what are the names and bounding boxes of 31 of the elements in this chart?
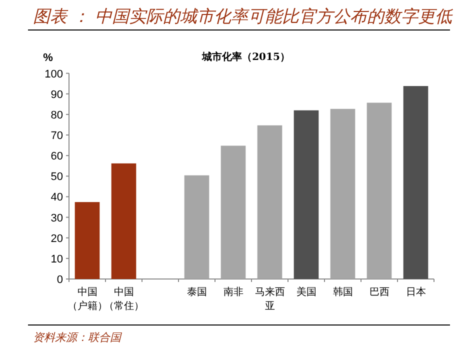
- x-tick-label: 韩国: [332, 286, 353, 298]
- bar: [257, 125, 282, 279]
- y-tick-label: 40: [50, 192, 63, 204]
- y-axis-title: %: [43, 52, 54, 64]
- y-tick-label: 100: [44, 68, 63, 80]
- x-tick-label: 巴西: [369, 287, 390, 298]
- x-tick-label: 马来西亚: [254, 286, 285, 312]
- x-tick-label: 泰国: [186, 287, 207, 298]
- text: 资料来源：联合国: [33, 331, 123, 344]
- x-tick-label: 日本: [406, 286, 426, 298]
- y-tick-label: 80: [50, 109, 63, 122]
- x-tick-label: 美国: [296, 286, 316, 298]
- y-tick-label: 0: [56, 274, 63, 286]
- chart-subtitle: 城市化率（2015）: [201, 51, 290, 63]
- bar: [294, 110, 319, 279]
- y-tick-label: 50: [50, 171, 63, 184]
- bar: [220, 146, 246, 279]
- chart-title: 图表 ： 中国实际的城市化率可能比官方公布的数字更低: [33, 7, 453, 27]
- y-tick-label: 70: [50, 130, 63, 142]
- y-tick-label: 90: [50, 88, 63, 101]
- y-tick-label: 60: [50, 150, 63, 163]
- x-tick-label: 南非: [223, 286, 244, 298]
- y-tick-label: 30: [50, 212, 63, 224]
- bar: [184, 175, 210, 279]
- y-tick-label: 10: [50, 253, 63, 266]
- bar: [403, 86, 428, 279]
- bar: [111, 163, 136, 279]
- y-tick-label: 20: [50, 232, 63, 245]
- bar: [366, 102, 392, 279]
- bar: [330, 108, 356, 279]
- bar: [74, 202, 100, 279]
